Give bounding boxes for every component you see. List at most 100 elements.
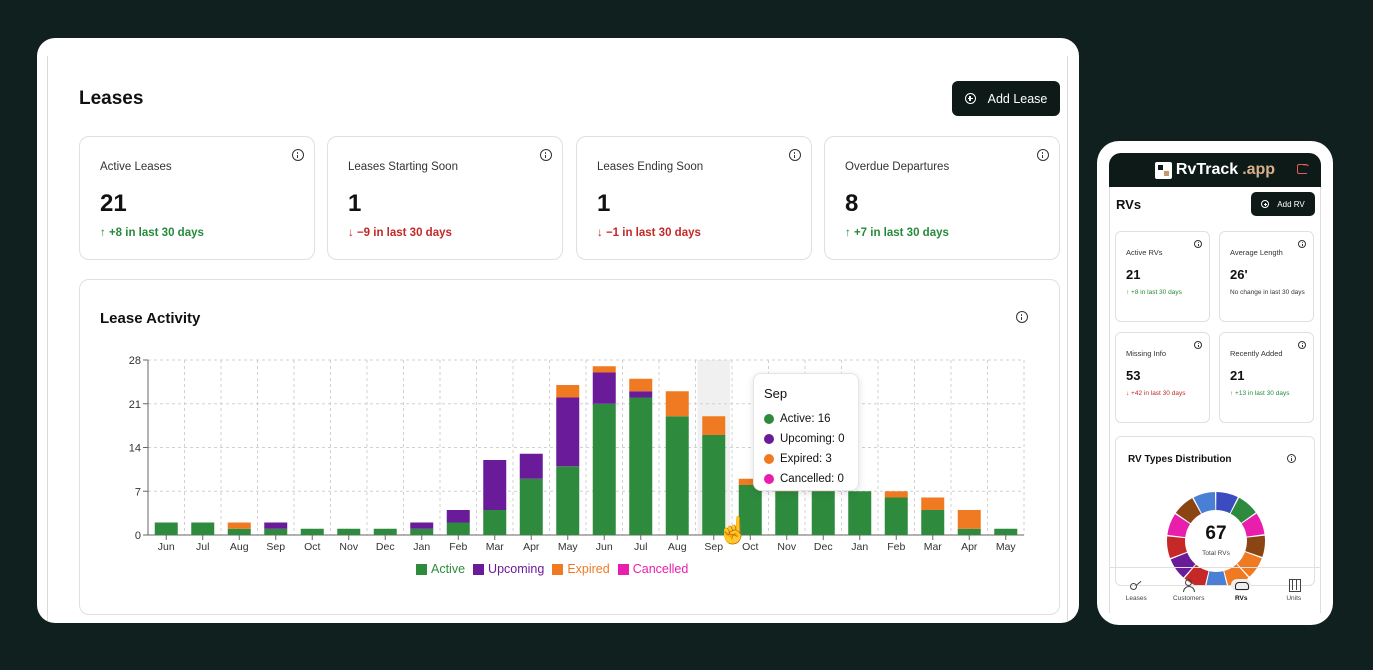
info-icon[interactable] [1298,240,1306,248]
donut-slice[interactable] [1167,492,1265,585]
y-tick-label: 7 [135,486,141,498]
lease-activity-chart[interactable]: 0 7 14 21 28 Jun Jul Aug Sep Oct Nov Dec Jan Feb Mar Ap… [80,280,1061,616]
stat-change: ↑ +7 in last 30 days [845,227,949,239]
bar-segment-expired [665,391,689,417]
page-title: Leases [79,88,144,109]
stat-value: 53 [1126,368,1141,383]
tooltip-row-label: Upcoming: 0 [780,433,845,445]
bar-segment-expired [629,378,653,392]
bar-segment-upcoming [629,391,653,398]
x-tick-label: Sep [704,541,723,553]
stat-change: ↓ −1 in last 30 days [597,227,701,239]
mobile-page-title: RVs [1116,197,1142,212]
bar-segment-expired [556,385,580,398]
rv-types-donut-chart[interactable] [1116,437,1315,586]
x-tick-label: May [558,541,579,553]
stat-label: Average Length [1230,248,1283,257]
info-icon[interactable] [1287,454,1296,463]
brand-accent: .app [1242,161,1276,178]
info-icon[interactable] [1016,311,1028,323]
info-icon[interactable] [789,149,801,161]
x-tick-label: Nov [777,541,796,553]
bar-segment-active [227,528,251,535]
rv-types-distribution-card: RV Types Distribution 67 Total RVs [1115,436,1315,586]
bar-segment-active [519,478,543,535]
nav-customers[interactable]: Customers [1163,568,1216,613]
plus-circle-icon [1261,200,1270,208]
legend-label: Active [431,562,466,576]
donut-slice[interactable] [1167,492,1265,585]
tooltip-row: Active: 16 [764,409,848,429]
bar-segment-upcoming [483,460,507,510]
plus-circle-icon [964,93,976,104]
legend-item-cancelled[interactable]: Cancelled [617,562,688,576]
y-tick-label: 0 [135,530,141,542]
info-icon[interactable] [1194,341,1202,349]
x-tick-label: Mar [486,541,505,553]
stat-label: Active RVs [1126,248,1163,257]
x-tick-label: Nov [339,541,358,553]
bar-segment-upcoming [446,510,470,523]
info-icon[interactable] [1194,240,1202,248]
stat-change: ↓ −9 in last 30 days [348,227,452,239]
nav-label: Units [1286,595,1302,602]
info-icon[interactable] [1298,341,1306,349]
x-tick-label: Feb [449,541,467,553]
mobile-stat-missing-info: Missing Info 53 ↓ +42 in last 30 days [1115,332,1210,423]
brand-logo[interactable]: RvTrack .app [1154,161,1276,179]
donut-slice[interactable] [1167,492,1265,585]
add-rv-button[interactable]: Add RV [1251,192,1315,216]
x-tick-label: Aug [230,541,249,553]
x-tick-label: Dec [814,541,833,553]
nav-rvs[interactable]: RVs [1215,568,1268,613]
stat-card-overdue-departures: Overdue Departures 8 ↑ +7 in last 30 day… [824,136,1060,260]
bar-segment-expired [227,522,251,529]
bar-segment-expired [738,478,762,485]
stat-change: ↓ +42 in last 30 days [1126,390,1186,397]
bar-segment-upcoming [410,522,434,529]
stat-change: ↑ +13 in last 30 days [1230,390,1290,397]
bar-segment-active [848,491,872,535]
stat-value: 26' [1230,267,1248,282]
tooltip-row: Upcoming: 0 [764,429,848,449]
info-icon[interactable] [540,149,552,161]
mobile-body: RVs Add RV Active RVs 21 ↑ +8 in last 30… [1109,187,1321,586]
hand-cursor-icon: ☝ [717,515,750,545]
mobile-stat-average-length: Average Length 26' No change in last 30 … [1219,231,1314,322]
info-icon[interactable] [1037,149,1049,161]
bar-segment-upcoming [519,453,543,479]
stat-label: Active Leases [100,161,172,173]
stat-card-leases-ending-soon: Leases Ending Soon 1 ↓ −1 in last 30 day… [576,136,812,260]
legend-swatch [617,563,629,575]
bar-segment-expired [592,366,616,373]
add-lease-label: Add Lease [987,91,1048,106]
distribution-title: RV Types Distribution [1128,454,1232,465]
add-rv-label: Add RV [1277,199,1305,209]
bar-segment-expired [957,510,981,529]
logo-icon [1154,161,1172,179]
x-tick-label: Apr [961,541,978,553]
legend-item-expired[interactable]: Expired [552,562,610,576]
key-icon [1129,579,1143,591]
legend-swatch [552,563,564,575]
stat-value: 1 [597,190,611,217]
x-tick-label: Jan [413,541,430,553]
bar-segment-upcoming [556,397,580,467]
add-lease-button[interactable]: Add Lease [952,81,1060,116]
bar-segment-active [884,497,908,535]
logout-icon[interactable] [1297,159,1311,174]
x-tick-label: May [996,541,1017,553]
desktop-content: Leases Add Lease Active Leases 21 ↑ +8 i… [47,56,1068,623]
legend-item-upcoming[interactable]: Upcoming [473,562,544,576]
stat-value: 21 [1126,267,1141,282]
donut-total: 67 [1205,523,1227,544]
bar-segment-active [154,522,178,535]
x-tick-label: Jun [158,541,175,553]
legend-item-active[interactable]: Active [416,562,465,576]
brand-name: RvTrack [1175,161,1239,178]
bar-segment-active [446,522,470,535]
info-icon[interactable] [292,149,304,161]
nav-leases[interactable]: Leases [1110,568,1163,613]
x-tick-label: Jan [851,541,868,553]
nav-units[interactable]: Units [1268,568,1321,613]
